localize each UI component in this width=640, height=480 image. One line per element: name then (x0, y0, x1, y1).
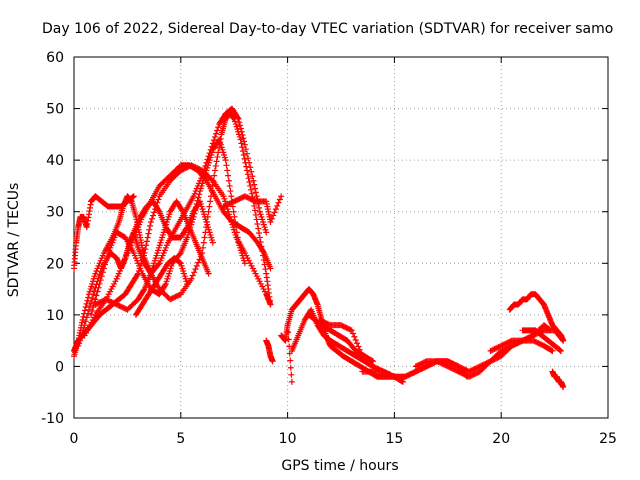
series-arc-14 (288, 306, 377, 370)
plot-frame (73, 56, 609, 419)
y-tick-label: 40 (46, 153, 64, 169)
series-arc-21 (519, 327, 565, 354)
marker-path (487, 337, 556, 354)
y-axis-label: SDTVAR / TECUs (6, 183, 22, 298)
series-arc-13 (284, 286, 406, 385)
x-tick-label: 10 (279, 431, 297, 447)
series-arc-11 (263, 337, 276, 365)
marker-path (519, 327, 565, 354)
y-tick-label: 60 (46, 50, 64, 66)
series-arc-22 (549, 368, 567, 391)
marker-path (284, 286, 406, 385)
axis-ticks: 0 5 10 15 20 25 -10 0 10 20 30 40 50 60 (41, 50, 617, 447)
y-tick-label: 50 (46, 102, 64, 118)
x-tick-label: 20 (492, 431, 510, 447)
x-tick-label: 5 (176, 431, 185, 447)
marker-path (549, 368, 567, 391)
series-arc-8 (124, 198, 216, 256)
series-arc-9 (132, 255, 191, 318)
marker-path (288, 306, 377, 370)
x-tick-label: 15 (385, 431, 403, 447)
x-tick-label: 0 (70, 431, 79, 447)
marker-path (506, 291, 567, 344)
x-tick-label: 25 (599, 431, 617, 447)
y-tick-label: 30 (46, 205, 64, 221)
series-arc-19 (487, 337, 556, 354)
marker-path (124, 198, 216, 256)
y-tick-label: 10 (46, 308, 64, 324)
grid (74, 57, 608, 418)
marker-path (132, 255, 191, 318)
series-arc-10 (220, 193, 285, 226)
marker-path (220, 193, 285, 226)
marker-path (263, 337, 276, 365)
x-axis-label: GPS time / hours (281, 458, 398, 474)
series-arc-20 (506, 291, 567, 344)
y-tick-label: 20 (46, 256, 64, 272)
y-tick-label: -10 (41, 411, 64, 427)
data-series (71, 105, 567, 391)
y-tick-label: 0 (55, 359, 64, 375)
chart-title: Day 106 of 2022, Sidereal Day-to-day VTE… (42, 21, 613, 37)
